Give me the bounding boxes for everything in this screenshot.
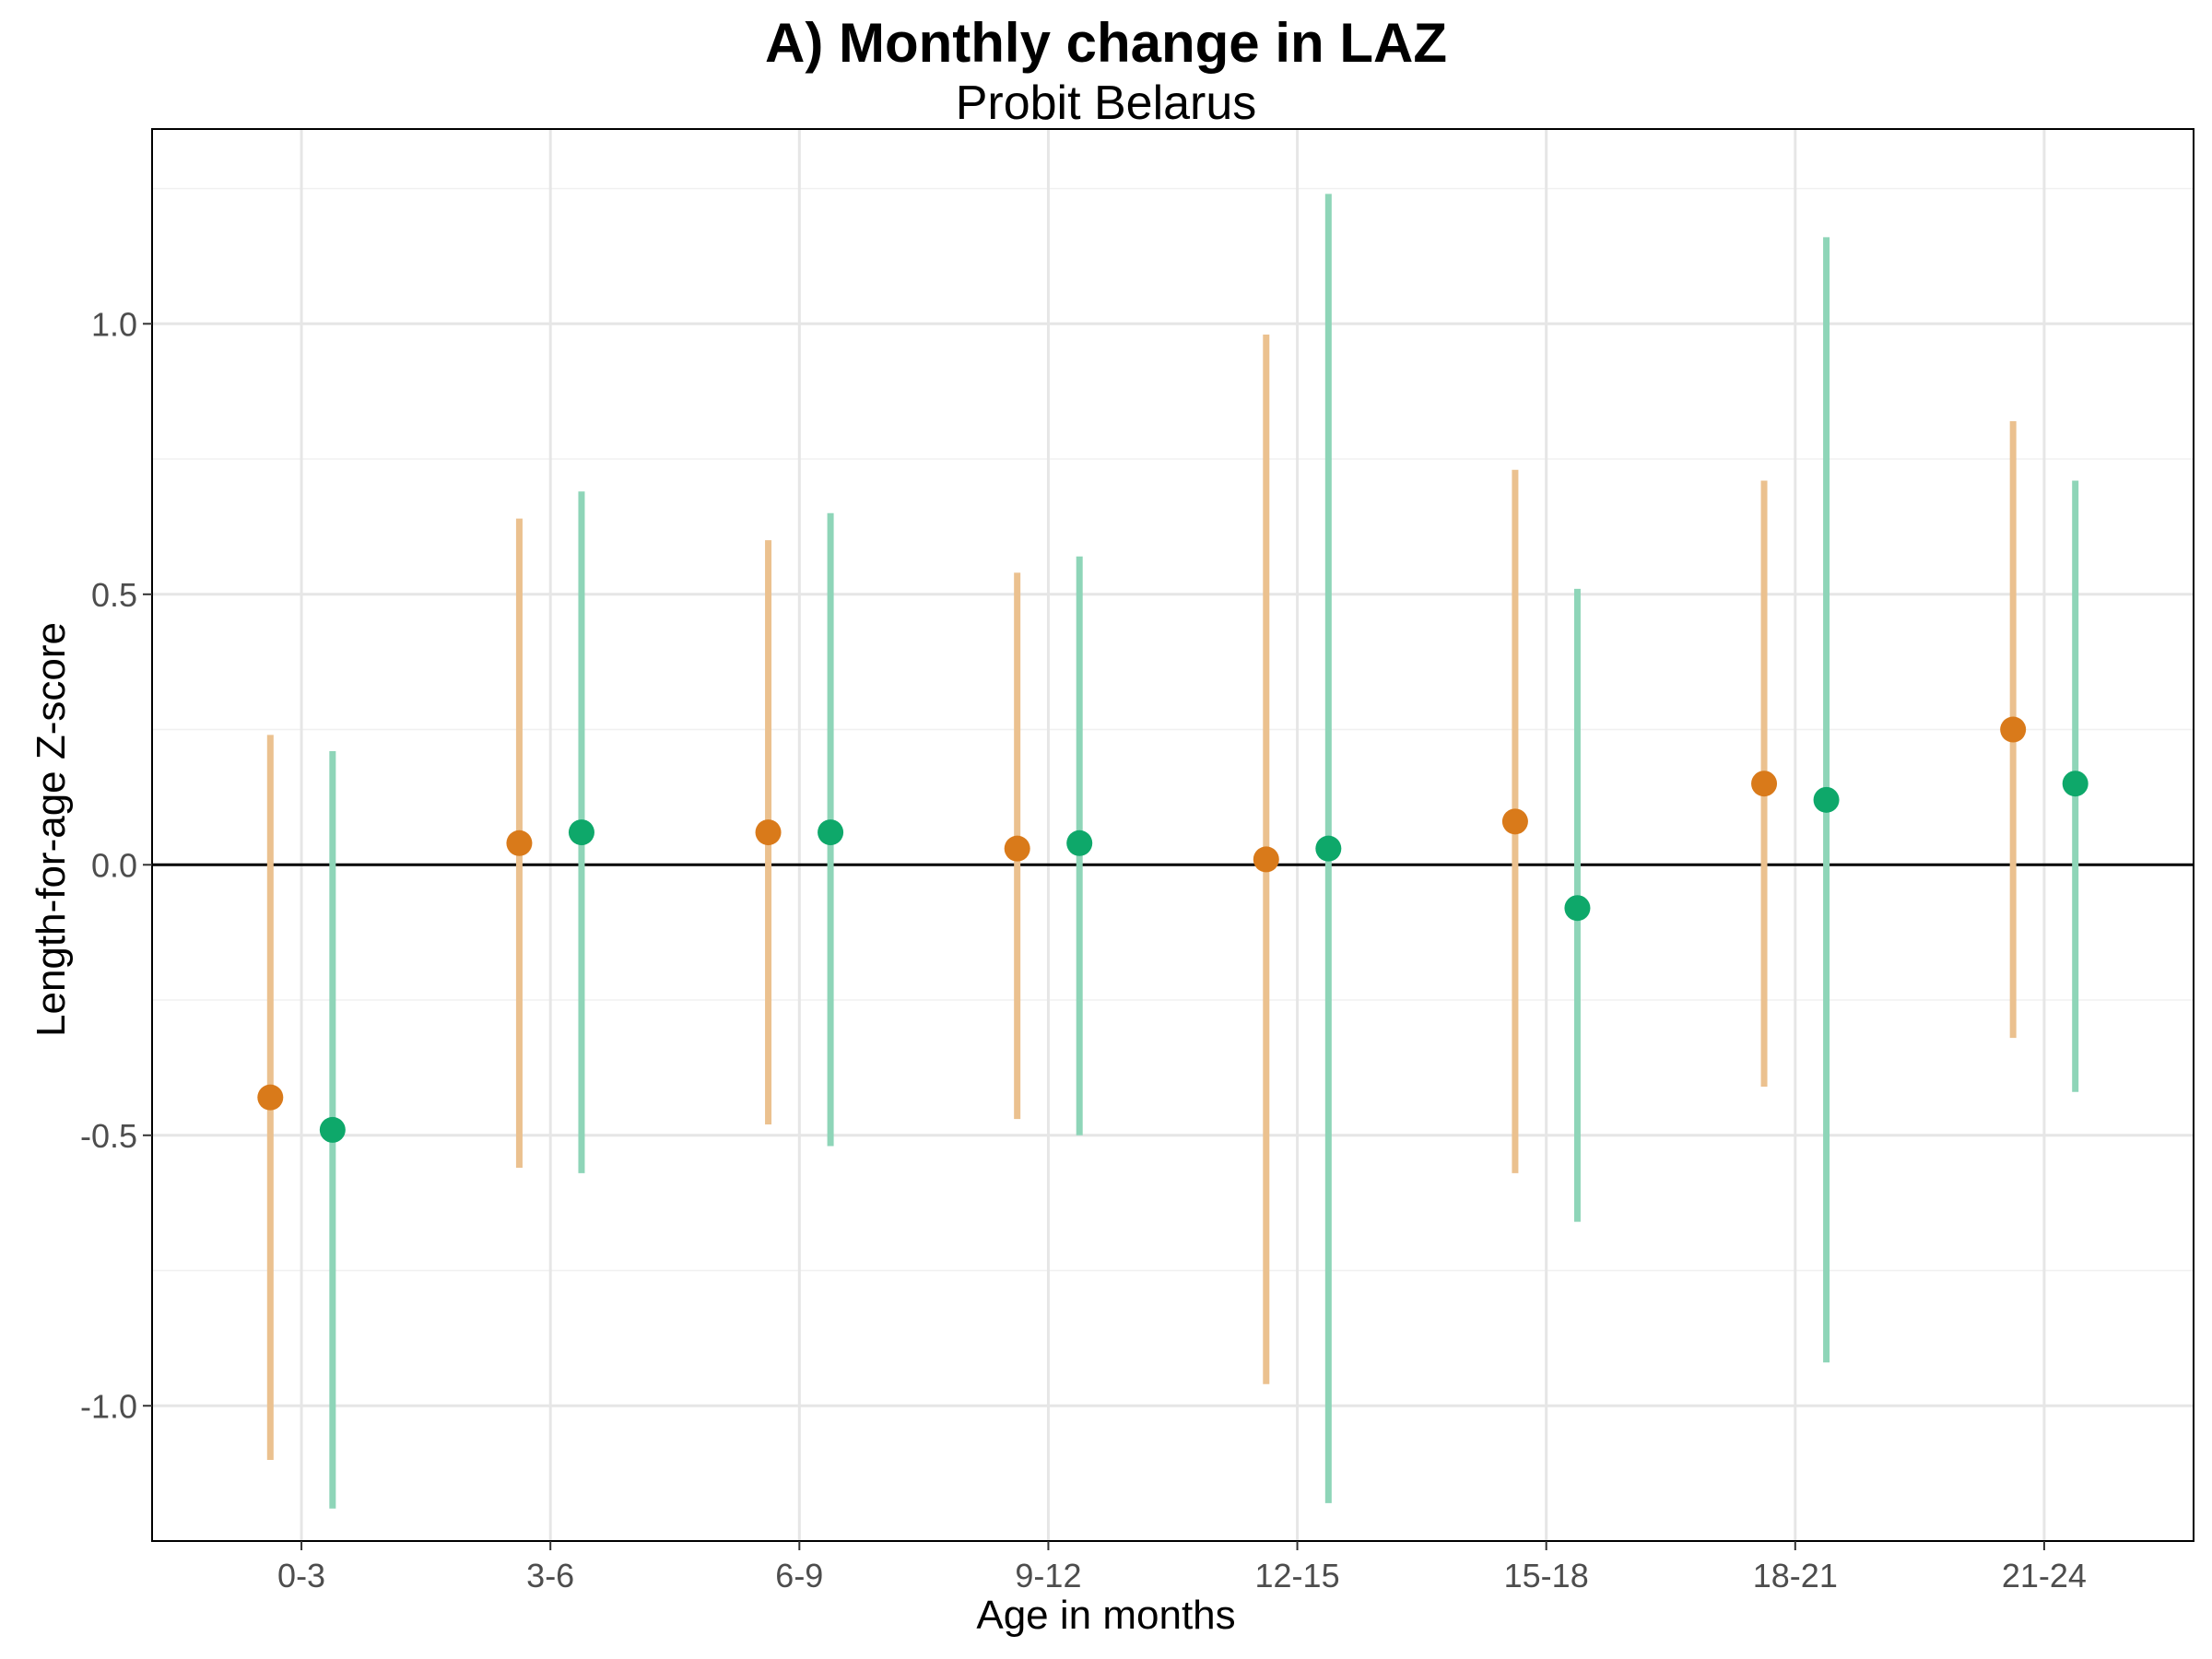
x-tick-label: 9-12 (1015, 1557, 1081, 1594)
data-point (506, 830, 533, 856)
y-axis-title: Length-for-age Z-score (29, 622, 74, 1037)
error-bar-layer (266, 194, 2079, 1509)
data-point (319, 1116, 346, 1143)
chart-title: A) Monthly change in LAZ (765, 12, 1447, 74)
y-tick-label: 0.0 (91, 846, 137, 884)
chart-subtitle: Probit Belarus (955, 76, 1257, 130)
data-point (818, 819, 844, 846)
x-tick-label: 12-15 (1255, 1557, 1340, 1594)
plot-frame (151, 128, 2194, 1542)
x-tick-label: 15-18 (1504, 1557, 1589, 1594)
data-point (755, 819, 782, 846)
data-point (2062, 771, 2088, 797)
y-tick-label: -0.5 (80, 1117, 137, 1155)
x-tick-label: 3-6 (526, 1557, 574, 1594)
x-tick-label: 6-9 (775, 1557, 823, 1594)
data-point (1501, 808, 1528, 835)
data-point (1253, 846, 1279, 873)
y-tick-label: 0.5 (91, 576, 137, 614)
y-tick-label: 1.0 (91, 305, 137, 343)
data-point (1066, 830, 1093, 856)
data-point (1751, 771, 1778, 797)
x-tick-label: 21-24 (2002, 1557, 2087, 1594)
data-point (257, 1084, 284, 1111)
point-layer (257, 716, 2088, 1143)
data-point (1813, 786, 1840, 813)
x-tick-label: 0-3 (277, 1557, 325, 1594)
axis-layer: -1.0 -0.5 0.0 0.5 1.0 0-3 3-6 6-9 9-12 12-15 15-18… (80, 305, 2087, 1594)
data-point (1004, 835, 1030, 862)
data-point (2000, 716, 2027, 743)
x-axis-title: Age in months (976, 1593, 1236, 1638)
x-tick-label: 18-21 (1753, 1557, 1838, 1594)
data-point (1315, 835, 1342, 862)
data-point (1564, 895, 1591, 922)
y-tick-label: -1.0 (80, 1387, 137, 1425)
grid-layer (152, 129, 2194, 1541)
data-point (568, 819, 594, 846)
